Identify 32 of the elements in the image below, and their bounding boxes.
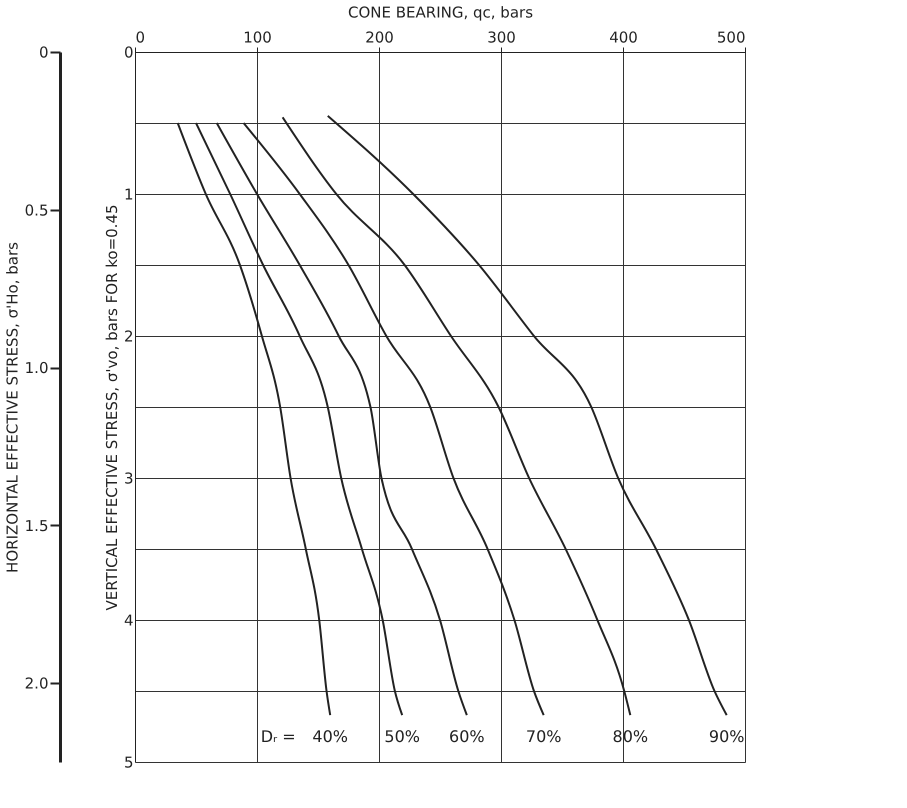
series-label: 70% (526, 727, 562, 746)
y2-tick-label: 1.5 (24, 516, 48, 535)
y2-tick-label: 0 (38, 44, 48, 62)
x-axis-title: CONE BEARING, qc, bars (348, 4, 534, 22)
x-tick-label: 300 (487, 28, 516, 46)
y-tick-label: 2 (124, 328, 134, 346)
line-series (216, 122, 468, 716)
series-label: 50% (384, 727, 420, 746)
x-tick-label: 0 (136, 28, 146, 46)
series-label: 90% (708, 727, 744, 746)
line-series (326, 114, 728, 716)
series-label: 40% (312, 727, 348, 746)
x-tick-label: 500 (716, 28, 746, 46)
y-tick-label: 0 (124, 44, 134, 62)
x-tick-label: 200 (365, 28, 394, 46)
line-series (242, 122, 545, 716)
y2-axis-title: HORIZONTAL EFFECTIVE STRESS, σ'Ho, bars (4, 242, 22, 573)
y-tick-label: 1 (124, 186, 134, 204)
x-tick-label: 100 (243, 28, 272, 46)
y-tick-label: 4 (124, 612, 134, 630)
y2-tick-label: 2.0 (24, 674, 48, 693)
y2-tick-label: 0.5 (24, 201, 48, 220)
annotation: Dᵣ = (260, 727, 296, 746)
line-series (176, 122, 332, 716)
line-series (195, 122, 404, 716)
x-tick-label: 400 (609, 28, 638, 46)
y-tick-label: 5 (124, 754, 134, 772)
y-axis-title: VERTICAL EFFECTIVE STRESS, σ'vo, bars FOR ko=0.45 (102, 204, 121, 611)
series-label: 60% (449, 727, 485, 746)
line-series (282, 116, 632, 716)
y-tick-label: 3 (124, 470, 134, 488)
y2-tick-label: 1.0 (24, 359, 48, 378)
